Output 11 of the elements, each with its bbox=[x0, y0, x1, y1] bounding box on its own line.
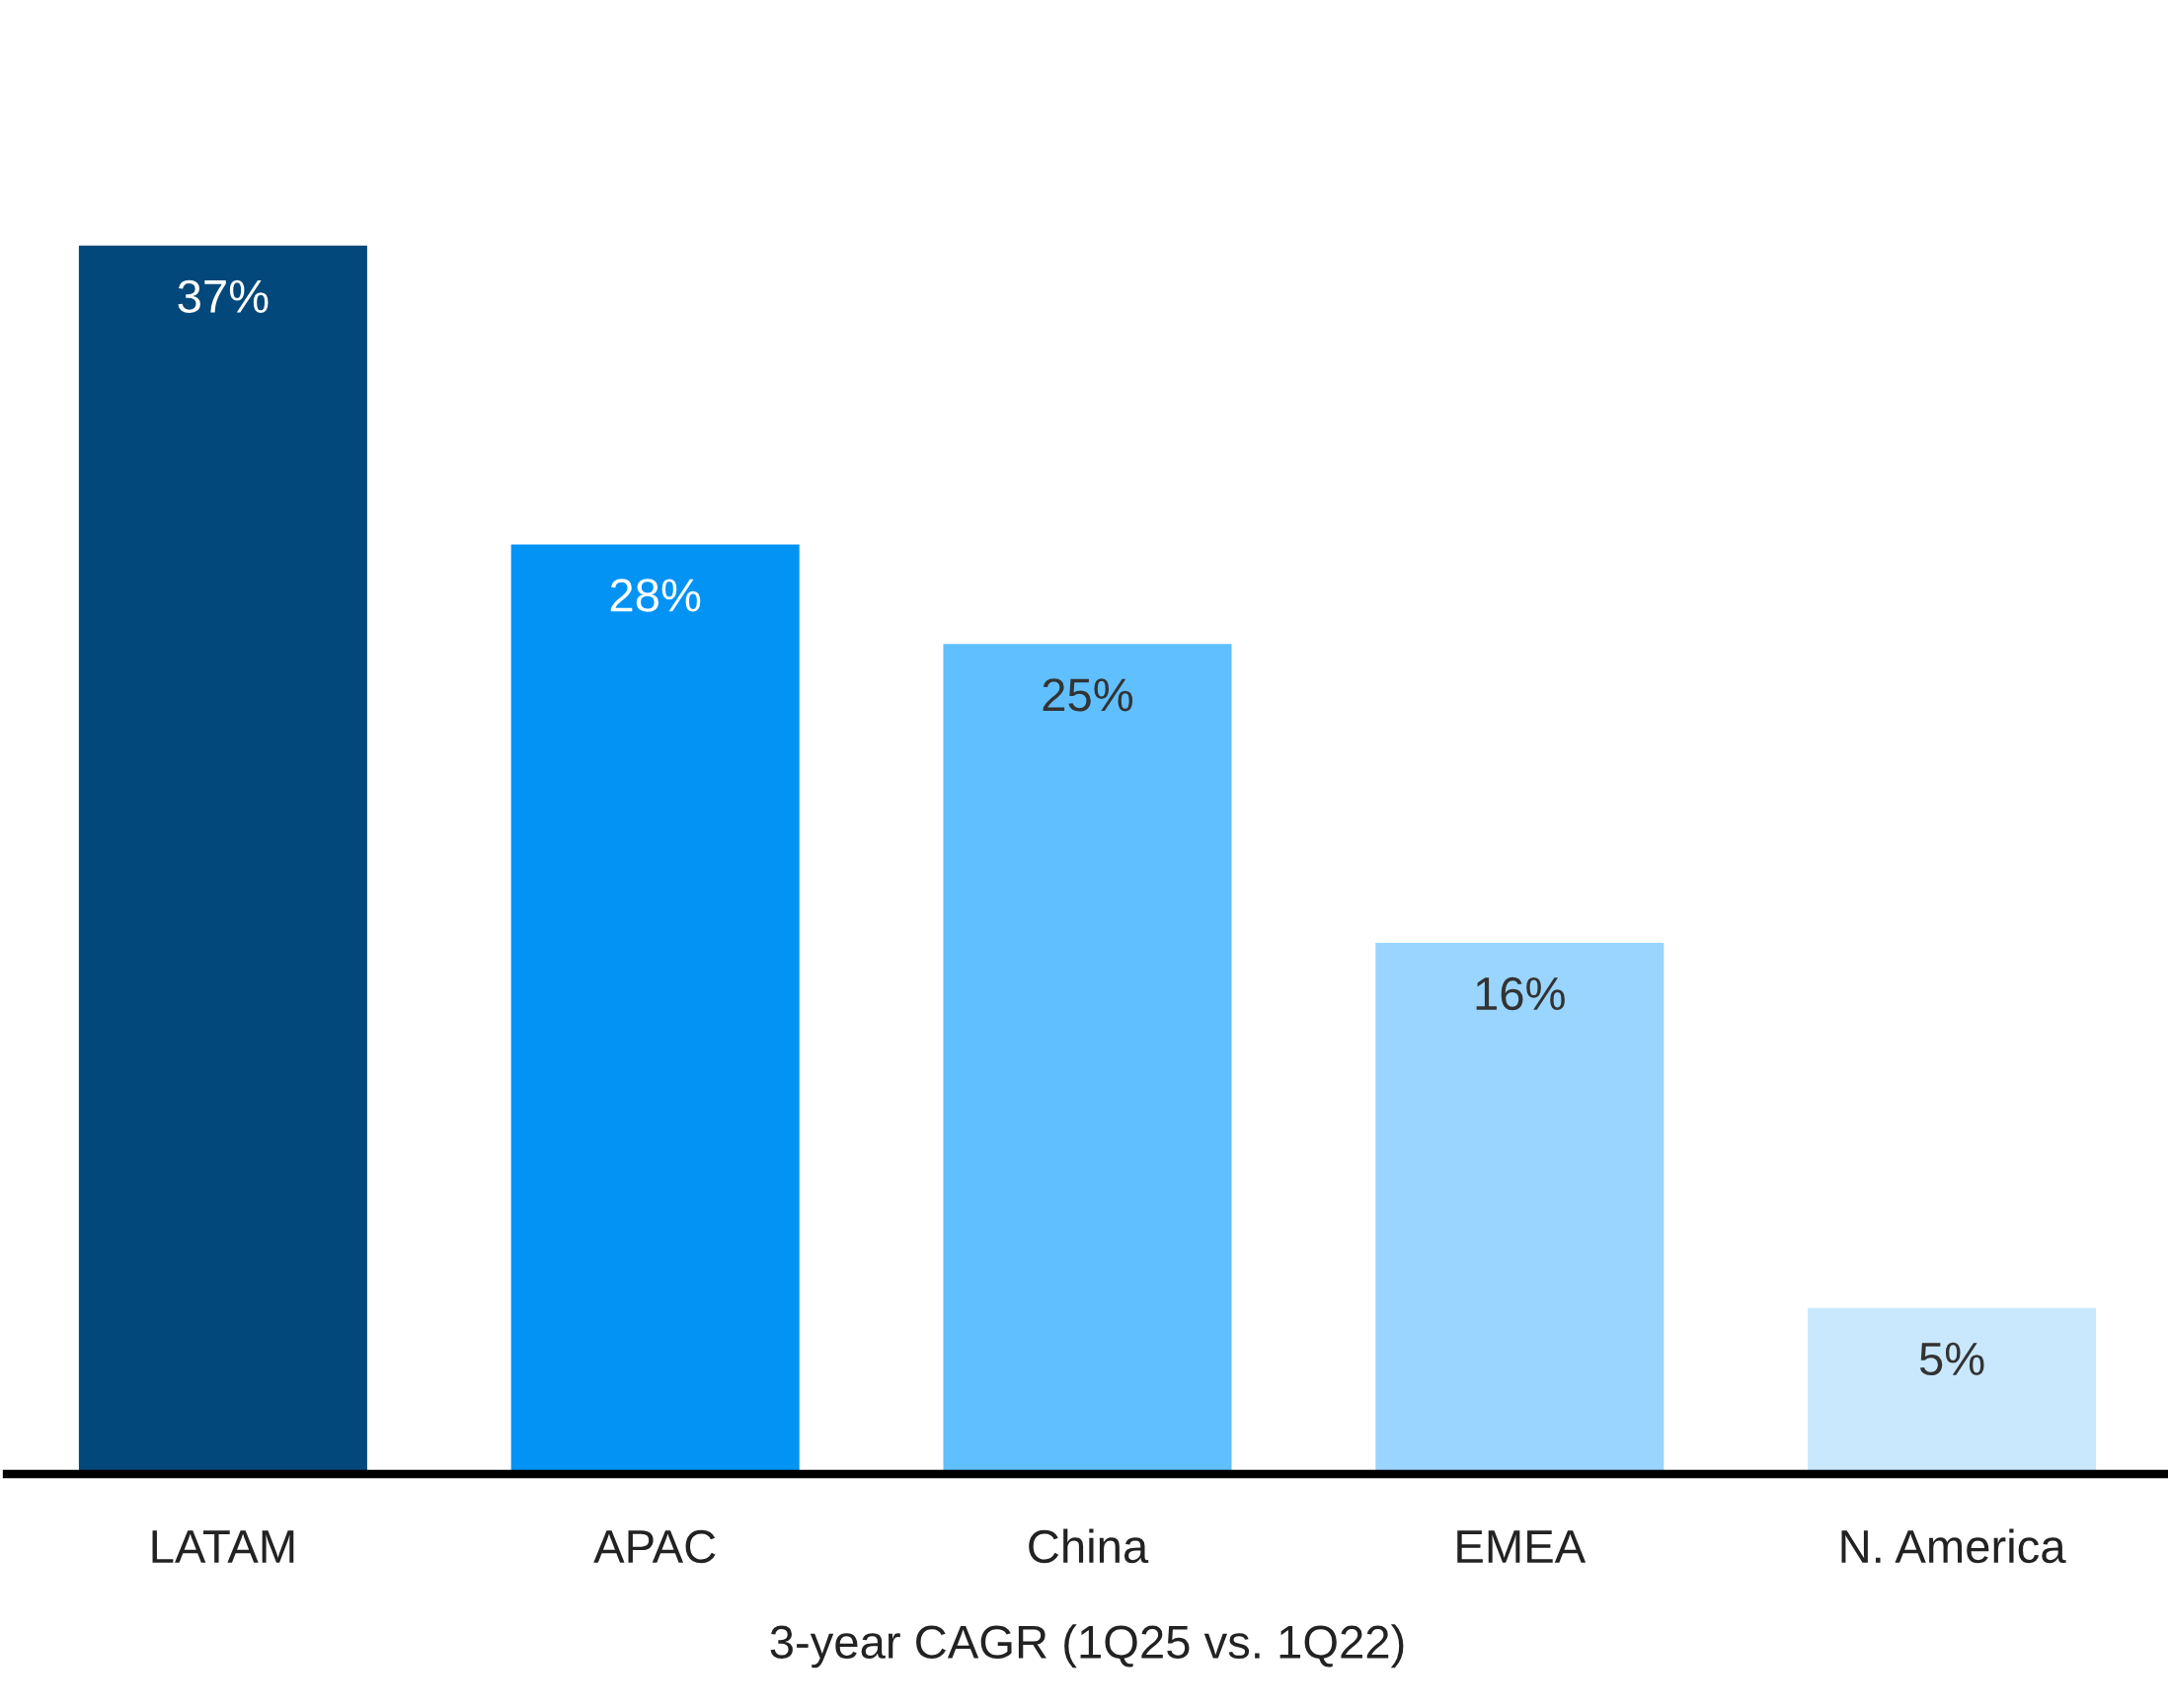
data-label: 25% bbox=[1043, 678, 1133, 712]
x-tick-label: N. America bbox=[1841, 1528, 2066, 1564]
x-tick-label: China bbox=[1029, 1528, 1149, 1564]
x-tick-label: LATAM bbox=[152, 1530, 294, 1563]
x-tick-label: EMEA bbox=[1457, 1530, 1587, 1563]
data-label: 16% bbox=[1476, 976, 1565, 1011]
data-label: 37% bbox=[178, 279, 269, 314]
data-label: 5% bbox=[1919, 1342, 1984, 1376]
x-tick-label: APAC bbox=[593, 1529, 716, 1564]
data-label: 28% bbox=[610, 579, 701, 612]
x-axis-title: 3-year CAGR (1Q25 vs. 1Q22) bbox=[770, 1624, 1404, 1669]
